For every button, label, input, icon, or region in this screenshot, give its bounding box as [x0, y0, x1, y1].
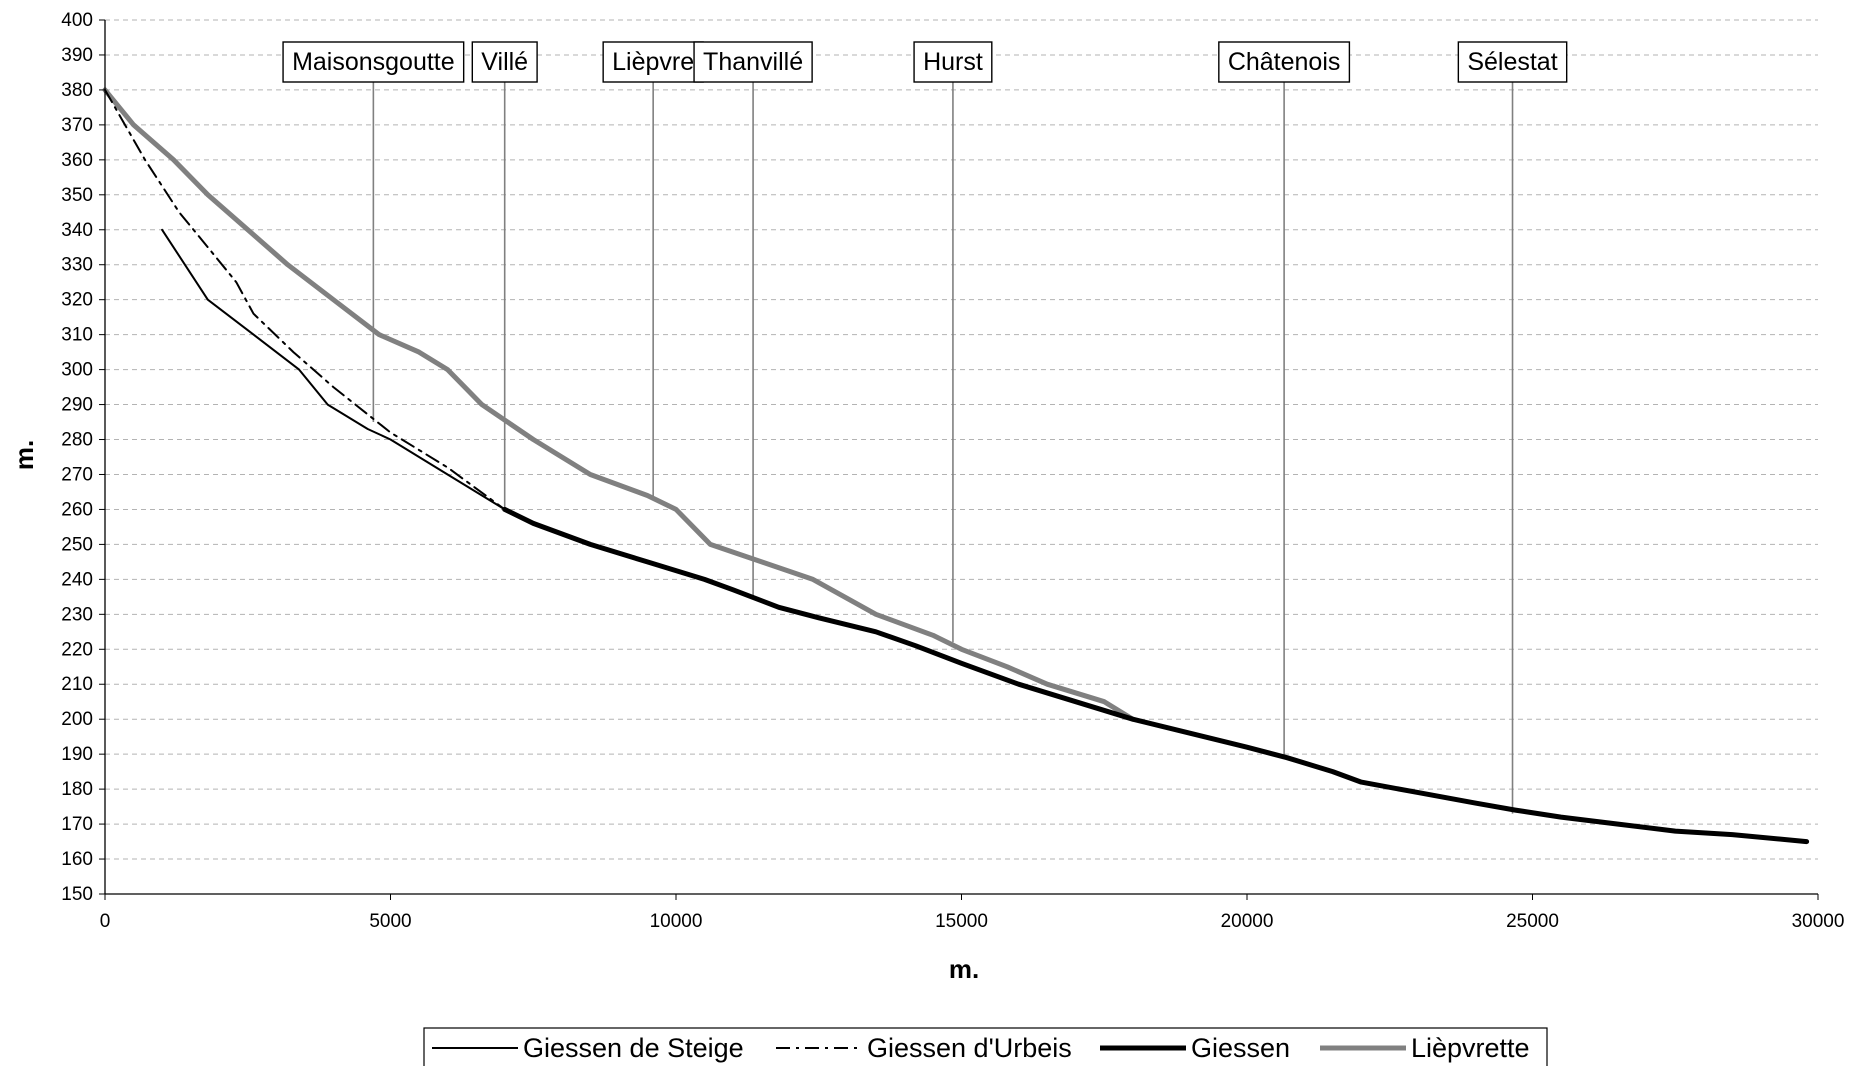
y-tick-label: 320	[61, 290, 93, 311]
legend-label-giessen-de-steige: Giessen de Steige	[523, 1033, 744, 1063]
legend: Giessen de Steige Giessen d'Urbeis Giess…	[423, 1027, 1548, 1066]
x-tick-label: 30000	[1792, 911, 1845, 932]
callout-box-hurst	[913, 41, 993, 83]
y-tick-label: 400	[61, 10, 93, 31]
y-tick-label: 230	[61, 604, 93, 625]
y-tick-label: 220	[61, 639, 93, 660]
y-tick-label: 310	[61, 325, 93, 346]
callout-box-ville	[471, 41, 538, 83]
y-tick-label: 160	[61, 849, 93, 870]
y-tick-label: 300	[61, 360, 93, 381]
y-tick-label: 170	[61, 814, 93, 835]
y-tick-label: 370	[61, 115, 93, 136]
gridlines	[105, 19, 1818, 860]
callout-label-chatenois: Châtenois	[1228, 48, 1341, 76]
y-tick-label: 200	[61, 709, 93, 730]
y-tick-label: 210	[61, 674, 93, 695]
callout-label-maisonsgoutte: Maisonsgoutte	[292, 48, 455, 76]
y-tick-label: 380	[61, 80, 93, 101]
legend-label-giessen: Giessen	[1191, 1033, 1290, 1063]
y-tick-label: 350	[61, 185, 93, 206]
y-tick-label: 330	[61, 255, 93, 276]
series-line-giessen-d-urbeis	[104, 88, 506, 511]
series-line-giessen-de-steige	[161, 228, 506, 511]
axes	[99, 19, 1819, 900]
x-tick-label: 15000	[935, 911, 988, 932]
series-line-liepvrette	[102, 87, 1136, 722]
callout-box-maisonsgoutte	[282, 41, 465, 83]
callout-labels: Maisonsgoutte Villé Lièpvre Thanvillé Hurst C…	[282, 41, 1568, 83]
y-tick-label: 390	[61, 45, 93, 66]
y-tick-label: 250	[61, 534, 93, 555]
y-axis-title: m.	[9, 440, 39, 470]
y-tick-label: 180	[61, 779, 93, 800]
legend-label-liepvrette: Lièpvrette	[1411, 1033, 1530, 1063]
callout-label-hurst: Hurst	[923, 48, 983, 76]
y-tick-label: 340	[61, 220, 93, 241]
callout-box-thanville	[693, 41, 813, 83]
y-tick-label: 240	[61, 569, 93, 590]
tick-labels: 150 160 170 180 190 200 210 220 230 240 250 260 270 2…	[61, 10, 1844, 932]
callout-box-selestat	[1457, 41, 1568, 83]
x-axis-title: m.	[949, 954, 979, 984]
y-tick-label: 150	[61, 884, 93, 905]
callout-label-ville: Villé	[481, 48, 528, 76]
callout-box-chatenois	[1218, 41, 1351, 83]
x-tick-label: 10000	[650, 911, 703, 932]
callout-label-thanville: Thanvillé	[703, 48, 803, 76]
x-tick-label: 20000	[1221, 911, 1274, 932]
callout-lines	[372, 82, 1514, 814]
series-line-giessen	[502, 506, 1810, 845]
callout-label-liepvre: Lièpvre	[612, 48, 694, 76]
x-tick-label: 5000	[369, 911, 411, 932]
legend-label-giessen-durbeis: Giessen d'Urbeis	[867, 1033, 1072, 1063]
y-tick-label: 260	[61, 499, 93, 520]
x-tick-label: 25000	[1506, 911, 1559, 932]
x-tick-label: 0	[100, 911, 111, 932]
y-tick-label: 360	[61, 150, 93, 171]
series-lines	[102, 87, 1810, 845]
y-tick-label: 290	[61, 395, 93, 416]
y-tick-label: 280	[61, 430, 93, 451]
y-tick-label: 190	[61, 744, 93, 765]
y-tick-label: 270	[61, 464, 93, 485]
callout-label-selestat: Sélestat	[1467, 48, 1557, 76]
